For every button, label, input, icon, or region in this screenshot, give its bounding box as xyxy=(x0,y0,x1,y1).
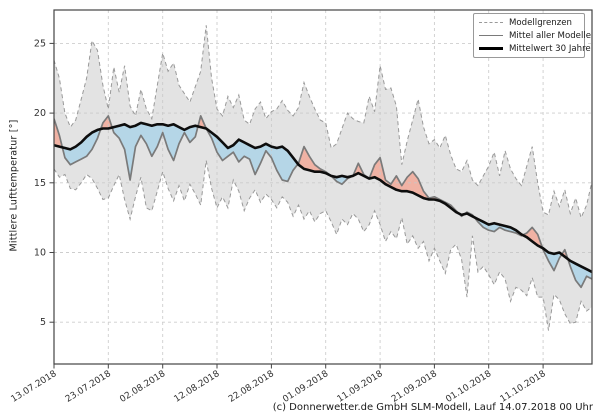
black-line-icon xyxy=(479,47,503,50)
y-tick-label: 5 xyxy=(40,317,46,328)
legend-item-mittelwert-30-jahre: Mittelwert 30 Jahre xyxy=(479,43,591,54)
axis-ticks xyxy=(49,42,544,369)
legend-label: Mittelwert 30 Jahre xyxy=(509,43,591,54)
legend-label: Mittel aller Modelle xyxy=(509,30,592,41)
climate-mean-line xyxy=(54,121,592,274)
x-tick-label: 11.10.2018 xyxy=(499,369,548,405)
y-tick-label: 15 xyxy=(34,178,46,189)
y-tick-label: 25 xyxy=(34,38,46,49)
x-tick-label: 01.09.2018 xyxy=(281,369,330,405)
legend-item-mittel-aller-modelle: Mittel aller Modelle xyxy=(479,30,591,41)
dashed-line-icon xyxy=(479,22,503,23)
gridlines xyxy=(54,10,592,364)
legend-item-modellgrenzen: Modellgrenzen xyxy=(479,17,580,28)
x-tick-label: 23.07.2018 xyxy=(64,369,113,405)
upper-boundary-line xyxy=(54,25,592,220)
plot-frame xyxy=(53,9,593,365)
plot-area xyxy=(54,10,592,364)
x-tick-label: 12.08.2018 xyxy=(173,369,222,405)
model-envelope-area xyxy=(54,25,592,331)
lower-boundary-line xyxy=(54,160,592,331)
y-tick-label: 20 xyxy=(34,108,46,119)
y-tick-label: 10 xyxy=(34,248,46,259)
x-tick-label: 01.10.2018 xyxy=(444,369,493,405)
gray-line-icon xyxy=(479,35,503,36)
copyright-caption: (c) Donnerwetter.de GmbH SLM-Modell, Lau… xyxy=(272,402,593,413)
model-mean-line xyxy=(54,115,592,289)
legend-label: Modellgrenzen xyxy=(509,17,572,28)
x-tick-label: 11.09.2018 xyxy=(336,369,385,405)
x-tick-label: 22.08.2018 xyxy=(227,369,276,405)
x-tick-label: 21.09.2018 xyxy=(390,369,439,405)
x-tick-label: 13.07.2018 xyxy=(10,369,59,405)
y-axis-label: Mittlere Lufttemperatur [°] xyxy=(8,119,20,252)
x-tick-label: 02.08.2018 xyxy=(118,369,167,405)
chart-legend: Modellgrenzen Mittel aller Modelle Mitte… xyxy=(473,13,591,58)
